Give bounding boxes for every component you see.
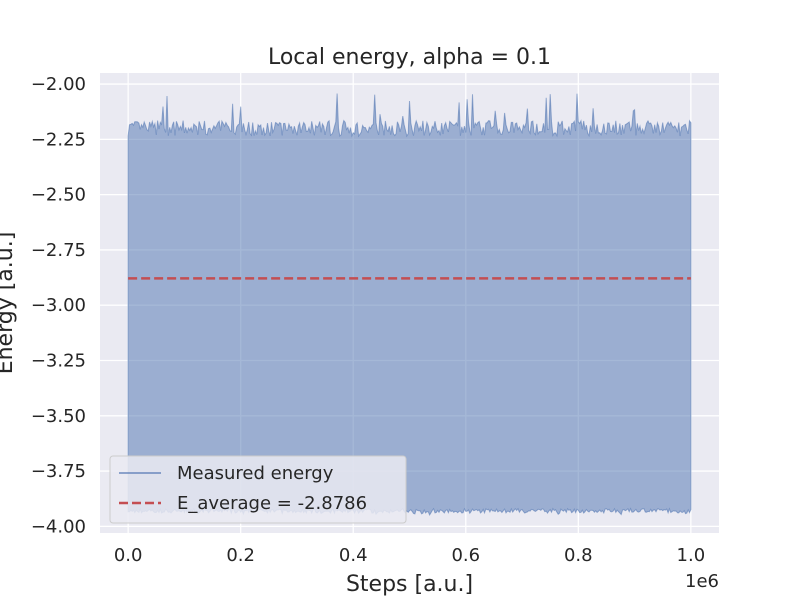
x-axis-label: Steps [a.u.] [346, 572, 473, 597]
x-tick-label: 0.4 [339, 545, 368, 566]
y-axis-label: Energy [a.u.] [0, 232, 18, 375]
y-tick-label: −3.75 [31, 461, 86, 482]
y-tick-label: −3.00 [31, 295, 86, 316]
y-tick-label: −2.25 [31, 129, 86, 150]
legend-entry-measured-energy: Measured energy [177, 463, 334, 484]
legend-box [109, 455, 407, 524]
x-tick-label: 0.2 [226, 545, 255, 566]
x-tick-label: 0.0 [114, 545, 143, 566]
tick-layer: 0.0 0.2 0.4 0.6 0.8 1.0 −2.00 −2.25 −2.50 −2.75 −3… [31, 74, 705, 566]
y-tick-label: −2.50 [31, 185, 86, 206]
x-axis-offset-label: 1e6 [685, 571, 719, 592]
x-tick-label: 1.0 [677, 545, 706, 566]
y-tick-label: −3.50 [31, 406, 86, 427]
legend: Measured energy E_average = -2.8786 [109, 455, 407, 524]
chart-title: Local energy, alpha = 0.1 [268, 45, 551, 70]
y-tick-label: −2.00 [31, 74, 86, 95]
y-tick-label: −3.25 [31, 351, 86, 372]
y-tick-label: −2.75 [31, 240, 86, 261]
measured-energy-series [127, 93, 692, 516]
data-layer [127, 93, 692, 516]
y-tick-label: −4.00 [31, 516, 86, 537]
x-tick-label: 0.6 [451, 545, 480, 566]
x-tick-label: 0.8 [564, 545, 593, 566]
legend-entry-average-energy: E_average = -2.8786 [177, 493, 367, 514]
